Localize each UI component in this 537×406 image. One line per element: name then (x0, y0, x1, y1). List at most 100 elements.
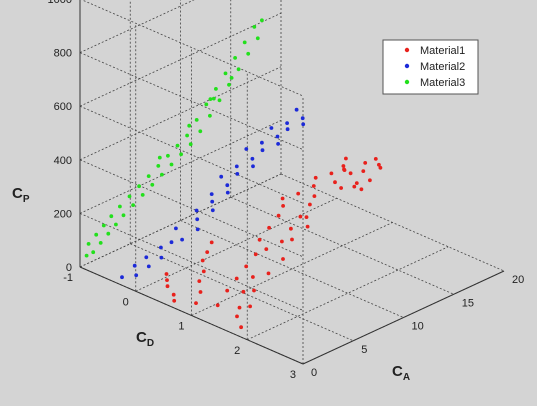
data-point (219, 174, 224, 179)
floor-grid-line (247, 246, 449, 341)
data-point (280, 196, 285, 201)
data-point (377, 162, 381, 167)
floor-grid-line (191, 222, 393, 316)
data-point (344, 156, 348, 161)
z-axis-label: CP (12, 185, 30, 205)
data-point (159, 245, 163, 250)
data-point (214, 87, 218, 91)
data-point (217, 98, 222, 103)
data-point (106, 231, 111, 236)
data-point (120, 275, 124, 280)
data-point (255, 36, 260, 41)
data-point (233, 56, 238, 60)
left-wall-grid-line (81, 0, 304, 97)
data-point (205, 250, 210, 255)
data-point (264, 247, 269, 252)
data-point (260, 140, 264, 145)
data-points (84, 18, 383, 330)
data-point (289, 226, 293, 231)
data-point (146, 174, 151, 179)
data-point (227, 82, 231, 87)
data-point (237, 305, 242, 310)
legend-label: Material2 (420, 61, 465, 73)
data-point (296, 191, 301, 196)
data-point (165, 284, 170, 289)
data-point (175, 143, 180, 148)
data-point (333, 180, 337, 185)
axis-layer (79, 0, 505, 365)
data-point (276, 213, 281, 218)
data-point (109, 214, 114, 219)
data-point (211, 96, 216, 101)
data-point (257, 237, 262, 242)
data-point (134, 273, 139, 278)
data-point (329, 171, 334, 176)
data-point (294, 107, 299, 112)
data-point (210, 208, 215, 213)
series-material1 (164, 156, 383, 330)
data-point (341, 164, 346, 168)
data-point (368, 178, 372, 183)
data-point (250, 156, 255, 161)
x-tick-label: 0 (311, 367, 317, 379)
data-point (251, 275, 255, 279)
data-point (352, 184, 357, 189)
data-point (146, 264, 151, 269)
y-tick-label: 1 (178, 321, 184, 333)
data-point (304, 215, 309, 220)
data-point (94, 232, 99, 237)
data-point (253, 252, 258, 257)
data-point (210, 199, 215, 204)
data-point (165, 278, 169, 282)
data-point (260, 148, 265, 153)
data-point (241, 289, 246, 294)
data-point (164, 272, 169, 276)
data-point (267, 225, 271, 230)
z-tick-label: 0 (66, 262, 72, 274)
data-point (363, 161, 368, 165)
data-point (235, 172, 240, 176)
data-point (187, 123, 192, 128)
data-point (91, 250, 96, 255)
y-axis-label: CD (136, 329, 154, 349)
z-tick-label: 800 (54, 48, 72, 60)
data-point (114, 222, 118, 227)
data-point (308, 202, 312, 207)
data-point (234, 164, 239, 169)
data-point (160, 172, 164, 177)
x-tick-label: 20 (512, 274, 524, 286)
data-point (225, 190, 230, 195)
data-point (172, 298, 177, 303)
data-point (140, 193, 145, 197)
data-point (244, 147, 249, 151)
z-tick-label: 400 (54, 155, 72, 167)
data-point (260, 18, 264, 23)
data-point (169, 162, 174, 167)
data-point (301, 122, 306, 127)
data-point (305, 224, 310, 229)
left-wall-grid-line (79, 159, 304, 258)
data-point (229, 76, 234, 80)
data-point (201, 269, 206, 274)
legend-marker (404, 63, 410, 69)
data-point (157, 155, 162, 160)
data-point (354, 181, 359, 186)
data-point (98, 241, 103, 245)
data-point (251, 164, 255, 169)
data-point (244, 264, 249, 269)
data-point (235, 314, 239, 319)
data-point (132, 263, 137, 268)
data-point (121, 213, 126, 218)
data-point (118, 204, 122, 209)
data-point (225, 183, 230, 188)
axis-labels: CP CD CA (12, 185, 410, 383)
data-point (179, 152, 184, 157)
series-material2 (120, 107, 306, 280)
data-point (248, 304, 253, 309)
data-point (195, 217, 200, 222)
x-axis-line (302, 270, 505, 365)
data-point (236, 67, 241, 72)
